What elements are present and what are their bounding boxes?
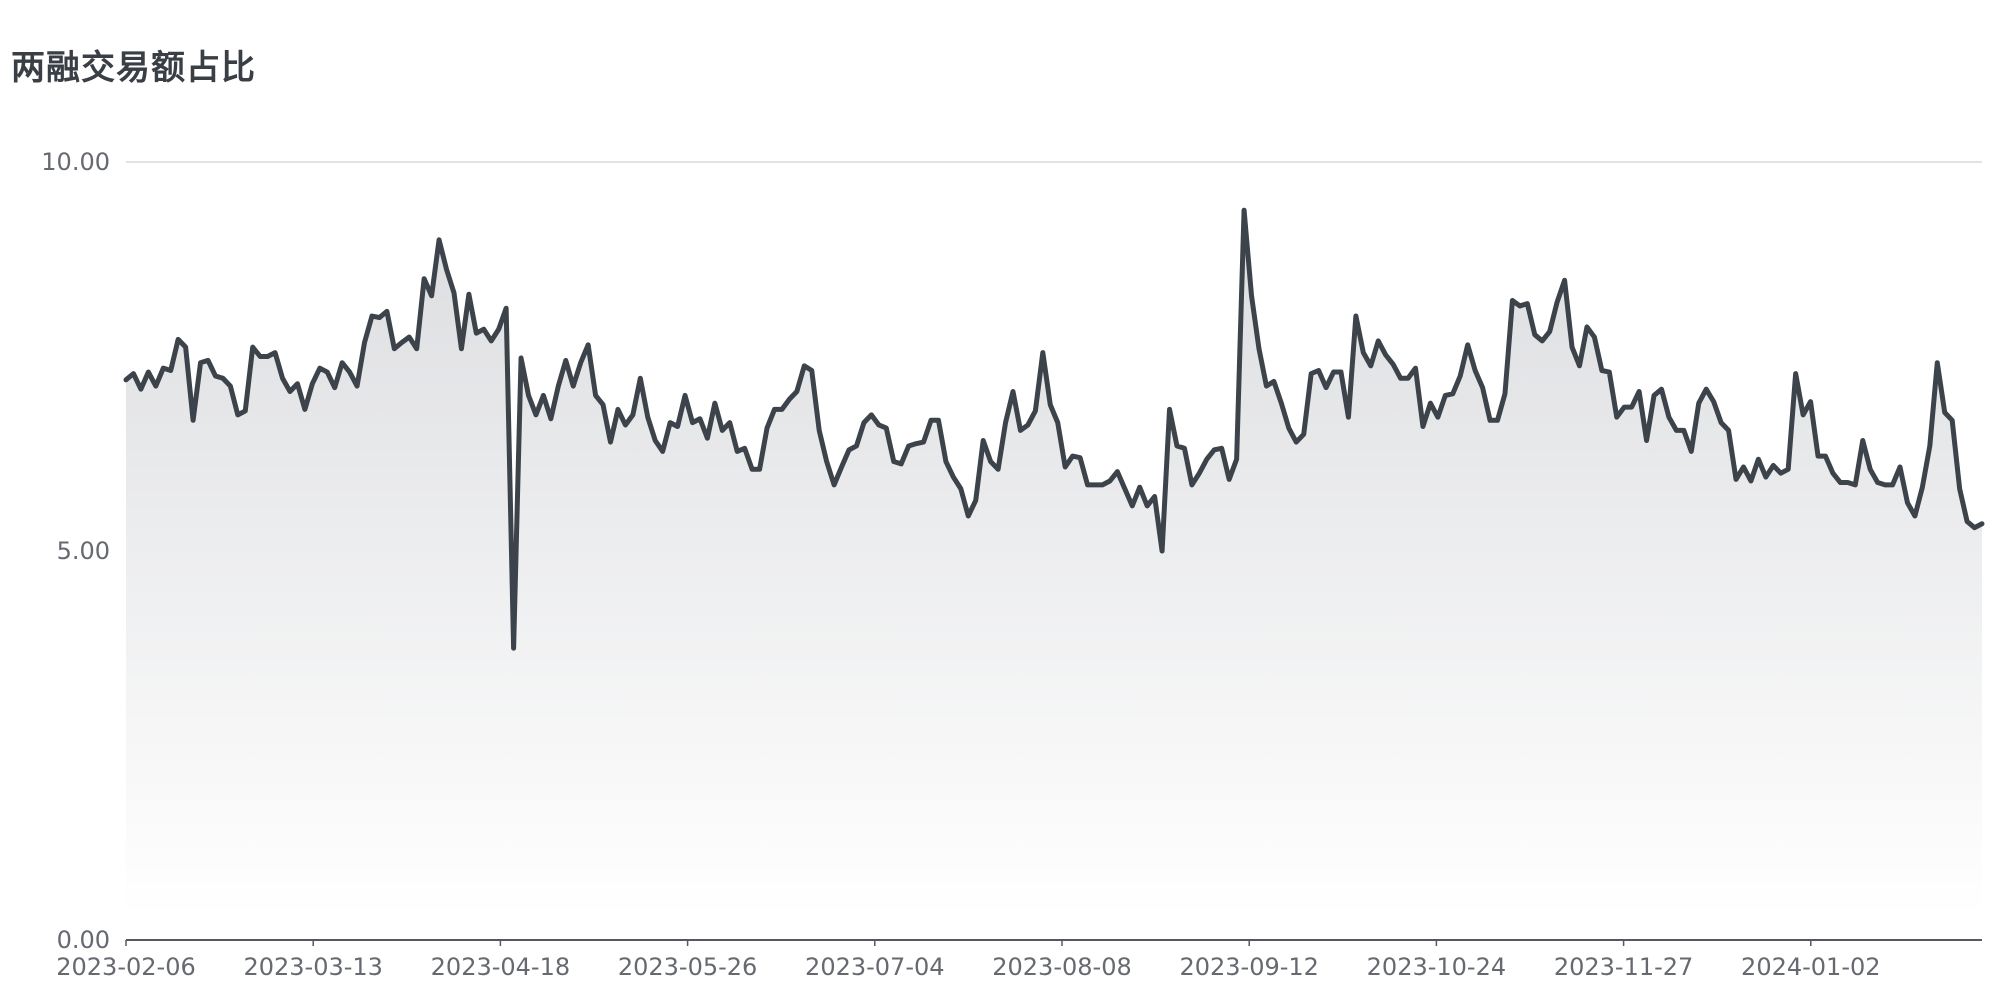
x-tick-label: 2024-01-02 bbox=[1741, 953, 1880, 981]
x-tick-label: 2023-05-26 bbox=[618, 953, 757, 981]
y-tick-label: 0.00 bbox=[57, 926, 110, 954]
x-tick-labels: 2023-02-06 2023-03-13 2023-04-18 2023-05-26… bbox=[56, 953, 1880, 981]
area-layer bbox=[123, 207, 1985, 917]
x-tick-label: 2023-03-13 bbox=[243, 953, 382, 981]
x-tick-label: 2023-10-24 bbox=[1367, 953, 1506, 981]
y-tick-label: 5.00 bbox=[57, 537, 110, 565]
x-tick-label: 2023-11-27 bbox=[1554, 953, 1693, 981]
x-tick-label: 2023-07-04 bbox=[805, 953, 944, 981]
x-tick-label: 2023-04-18 bbox=[431, 953, 570, 981]
y-tick-labels: 0.00 5.00 10.00 bbox=[41, 148, 110, 954]
x-tick-label: 2023-08-08 bbox=[992, 953, 1131, 981]
y-tick-label: 10.00 bbox=[41, 148, 110, 176]
axis-layer bbox=[125, 939, 1982, 946]
x-tick-label: 2023-02-06 bbox=[56, 953, 195, 981]
x-tick-label: 2023-09-12 bbox=[1179, 953, 1318, 981]
series-area-fill bbox=[126, 210, 1982, 917]
chart-title: 两融交易额占比 bbox=[11, 48, 256, 88]
series-line bbox=[123, 207, 1985, 651]
